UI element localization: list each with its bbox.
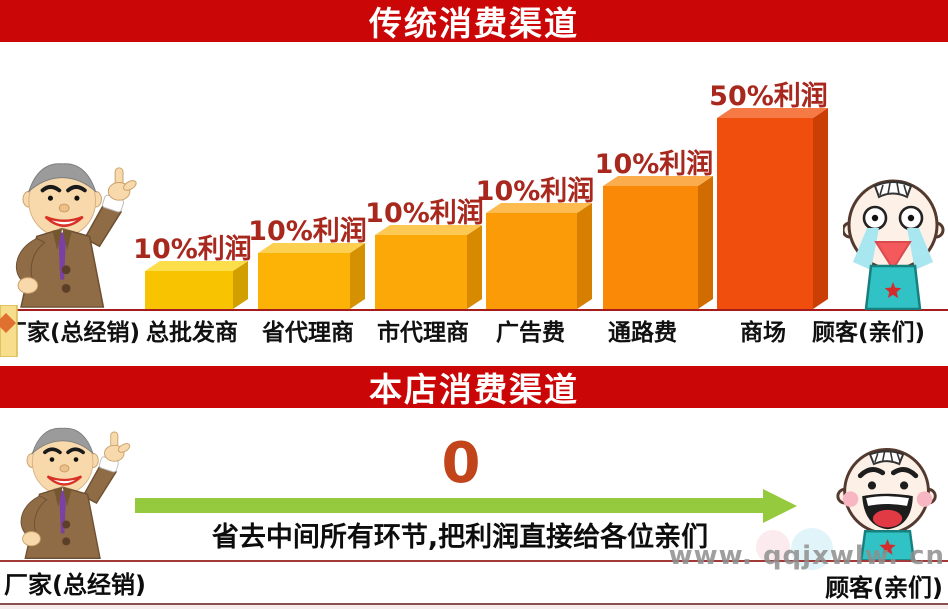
bar-front-face xyxy=(717,118,813,309)
bar-front-face xyxy=(603,186,698,309)
bar-top-face xyxy=(717,108,828,118)
bar-top-face xyxy=(375,225,482,235)
direct-channel-caption: 省去中间所有环节,把利润直接给各位亲们 xyxy=(211,522,709,553)
zero-profit-label: 0 xyxy=(441,431,481,496)
customer-label: 顾客(亲们) xyxy=(825,574,943,602)
bar-value-label: 10%利润 xyxy=(475,176,595,207)
happy-customer-cartoon xyxy=(836,447,937,561)
bar-side-face xyxy=(350,243,365,309)
bar-value-label: 10%利润 xyxy=(248,216,367,247)
axis-label: 商场 xyxy=(740,320,786,346)
bottom-axis-line xyxy=(0,560,948,562)
bar-value-label: 10%利润 xyxy=(594,149,714,180)
bar-front-face xyxy=(145,271,233,309)
bar-front-face xyxy=(258,253,350,309)
bar-top-face xyxy=(486,203,592,213)
clipped-shape-decoration xyxy=(0,305,18,357)
bar-front-face xyxy=(486,213,577,309)
chart-axis-line xyxy=(0,309,948,311)
axis-label: 总批发商 xyxy=(146,320,238,346)
traditional-channel-title: 传统消费渠道 xyxy=(369,4,579,43)
profit-bar-chart xyxy=(145,108,828,309)
bar-top-face xyxy=(603,176,713,186)
store-channel-title: 本店消费渠道 xyxy=(369,370,579,409)
bar-side-face xyxy=(577,203,592,309)
traditional-channel-banner: 传统消费渠道 xyxy=(0,0,948,43)
watermark-blob xyxy=(791,528,833,570)
businessman-figure xyxy=(16,163,137,308)
manufacturer-cartoon-top xyxy=(16,163,137,308)
star-icon xyxy=(884,282,902,299)
axis-label: 省代理商 xyxy=(262,320,354,346)
footer-strip xyxy=(0,603,948,609)
bar-value-label: 10%利润 xyxy=(133,234,252,265)
direct-channel-arrow xyxy=(135,489,797,523)
bar-side-face xyxy=(233,261,248,309)
watermark-blob xyxy=(756,530,790,564)
businessman-figure xyxy=(20,427,131,559)
bar-side-face xyxy=(467,225,482,309)
bar-value-label: 50%利润 xyxy=(709,81,828,112)
bar-value-label: 10%利润 xyxy=(365,198,484,229)
axis-label: 市代理商 xyxy=(377,320,469,346)
crying-customer-cartoon xyxy=(843,179,945,310)
bar-side-face xyxy=(698,176,713,309)
axis-label: 广告费 xyxy=(496,320,565,346)
bar-front-face xyxy=(375,235,467,309)
factory-label: 厂家(总经销) xyxy=(4,571,146,599)
axis-label: 通路费 xyxy=(608,320,677,346)
axis-label: 厂家(总经销) xyxy=(4,320,141,346)
store-channel-banner: 本店消费渠道 xyxy=(0,366,948,409)
bar-top-face xyxy=(258,243,365,253)
bar-top-face xyxy=(145,261,248,271)
star-icon xyxy=(879,539,896,555)
axis-label: 顾客(亲们) xyxy=(812,320,926,346)
bar-side-face xyxy=(813,108,828,309)
site-watermark: www. qqjxwlw. cn xyxy=(668,541,945,571)
manufacturer-cartoon-bottom xyxy=(20,427,131,559)
